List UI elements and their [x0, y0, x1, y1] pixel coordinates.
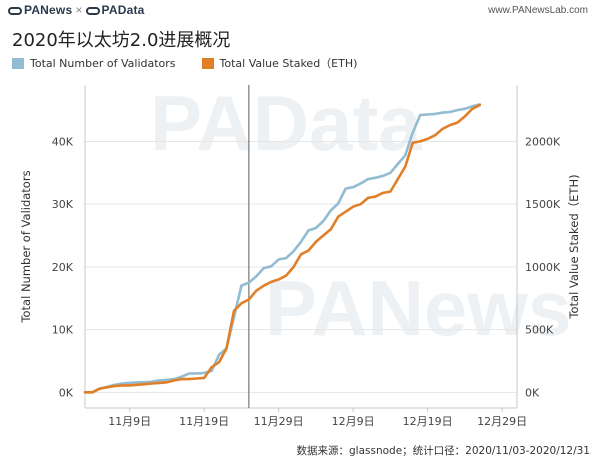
panews-logo-icon [8, 7, 22, 15]
right-tick-label: 1500K [525, 198, 561, 211]
brand-separator: × [75, 3, 83, 17]
legend-label-staked: Total Value Staked（ETH) [219, 57, 358, 70]
x-tick-label: 12月9日 [332, 415, 375, 428]
right-tick-label: 500K [525, 324, 554, 337]
site-url: www.PANewsLab.com [488, 5, 588, 16]
left-tick-label: 40K [52, 135, 74, 148]
left-tick-label: 30K [52, 198, 74, 211]
left-tick-label: 0K [59, 386, 74, 399]
legend-swatch-validators [12, 57, 24, 69]
left-tick-label: 10K [52, 324, 74, 337]
legend-item-validators: Total Number of Validators [12, 55, 176, 71]
series-line-validators [83, 103, 482, 394]
watermark-padata: PAData [150, 79, 422, 167]
x-tick-label: 12月19日 [403, 415, 453, 428]
left-tick-label: 20K [52, 261, 74, 274]
brand-right: PAData [101, 3, 145, 17]
watermark-panews: PANews [265, 264, 571, 352]
x-tick-label: 12月29日 [477, 415, 527, 428]
x-tick-label: 11月19日 [179, 415, 229, 428]
series-line-staked [83, 103, 482, 394]
right-tick-label: 0K [525, 386, 540, 399]
chart-title: 2020年以太坊2.0进展概况 [12, 30, 231, 51]
header-bar: PANews × PAData www.PANewsLab.com [0, 0, 600, 22]
right-tick-label: 1000K [525, 261, 561, 274]
left-axis-title: Total Number of Validators [19, 170, 33, 323]
brand-logos: PANews × PAData [8, 3, 145, 17]
data-source-note: 数据来源：glassnode；统计口径：2020/11/03-2020/12/3… [296, 445, 591, 457]
right-axis-title: Total Value Staked（ETH) [567, 174, 581, 319]
x-tick-label: 11月29日 [254, 415, 304, 428]
legend-swatch-staked [201, 57, 214, 69]
x-tick-label: 11月9日 [108, 415, 151, 428]
right-tick-label: 2000K [525, 135, 561, 148]
padata-logo-icon [85, 7, 100, 15]
legend-item-staked: Total Value Staked（ETH) [201, 55, 358, 71]
chart-legend: Total Number of Validators Total Value S… [12, 55, 357, 71]
brand-left: PANews [24, 3, 73, 17]
legend-label-validators: Total Number of Validators [30, 56, 176, 70]
